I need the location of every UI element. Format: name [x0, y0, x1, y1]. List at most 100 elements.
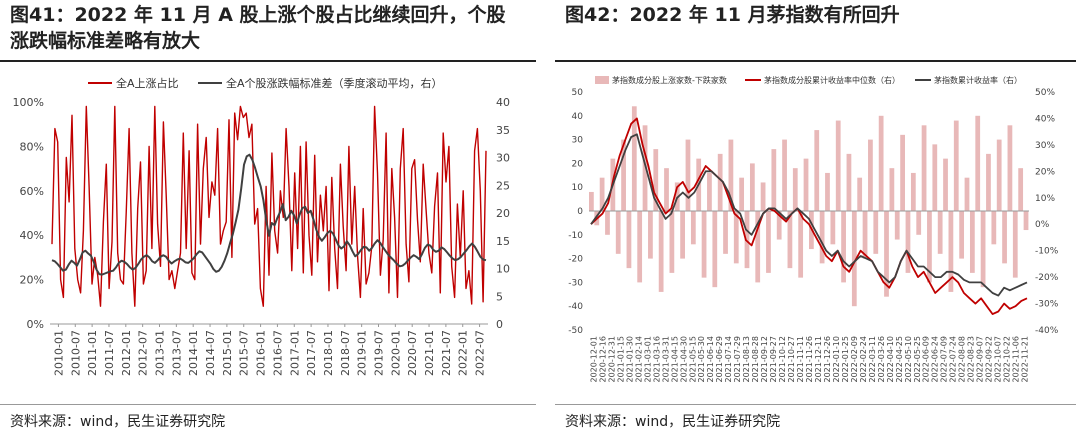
- chart-right: 2020-12-01 2020-12-16 2020-12-31 2021-01-15…: [568, 75, 1059, 383]
- x-tick-label: 2021-08-13: [742, 336, 751, 383]
- x-tick-label: 2022-04-10: [886, 336, 895, 383]
- x-tick-label: 2021-03-16: [652, 336, 661, 383]
- x-tick-label: 2021-04-30: [679, 336, 688, 383]
- x-tick-label: 2022-02-24: [859, 336, 868, 383]
- x-tick-label: 2020-12-31: [607, 336, 616, 383]
- x-tick-label: 2022-10-07: [994, 336, 1003, 383]
- series-bar: [916, 211, 922, 235]
- legend-label: 茅指数成分股累计收益率中位数（右）: [764, 75, 900, 85]
- y-right-tick-label: 20%: [1035, 167, 1055, 177]
- legend-label: 茅指数累计收益率（右）: [934, 75, 1022, 85]
- series-bar: [878, 115, 884, 211]
- y-left-tick-label: 80%: [20, 140, 44, 153]
- series-bar: [766, 211, 771, 273]
- x-tick-label: 2021-08-28: [751, 336, 760, 383]
- series-bar: [969, 211, 975, 273]
- x-tick-label: 2022-01-25: [841, 336, 850, 383]
- x-tick-label: 2022-03-11: [868, 336, 877, 383]
- y-right-tick-label: 5: [496, 290, 503, 303]
- x-tick-label: 2022-09-22: [985, 336, 994, 383]
- series-bar: [841, 211, 846, 283]
- y-left-tick-label: 0: [577, 207, 583, 217]
- series-bar: [615, 211, 621, 254]
- x-tick-label: 2022-07: [474, 330, 487, 376]
- x-tick-label: 2020-01: [389, 330, 402, 376]
- series-bar: [792, 168, 798, 211]
- y-right-tick-label: -10%: [1035, 247, 1059, 257]
- y-right-tick-label: 15: [496, 235, 510, 248]
- series-bar: [798, 211, 804, 278]
- x-tick-label: 2021-06-29: [715, 336, 724, 383]
- x-tick-label: 2022-10-22: [1003, 336, 1012, 383]
- series-bar: [728, 139, 734, 211]
- title-rule: [555, 60, 1076, 62]
- y-right-tick-label: 0%: [1035, 220, 1050, 230]
- y-left-tick-label: 30: [572, 136, 584, 146]
- legend-swatch: [595, 76, 609, 84]
- y-left-tick-label: 10: [572, 183, 584, 193]
- legend-label: 全A上涨占比: [116, 76, 179, 90]
- x-tick-label: 2021-01-15: [616, 336, 625, 383]
- y-left-tick-label: 20: [572, 159, 584, 169]
- x-tick-label: 2021-02-14: [634, 336, 643, 383]
- x-tick-label: 2022-08-08: [958, 336, 967, 383]
- series-bar: [835, 120, 841, 211]
- series-bar: [707, 172, 712, 211]
- series-bar: [862, 211, 868, 259]
- series-bar: [1007, 125, 1013, 211]
- x-tick-label: 2017-07: [305, 330, 318, 376]
- series-red-line: [590, 117, 1028, 315]
- y-right-tick-label: 10%: [1035, 194, 1055, 204]
- y-right-tick-label: 0: [496, 318, 503, 331]
- y-right-tick-label: 30: [496, 152, 510, 165]
- x-tick-label: 2021-03-31: [661, 336, 670, 383]
- y-right-tick-label: 25: [496, 179, 510, 192]
- y-right-tick-label: 40%: [1035, 114, 1055, 124]
- x-tick-label: 2015-07: [238, 330, 251, 376]
- series-bar: [605, 211, 610, 235]
- y-left-tick-label: -10: [568, 231, 583, 241]
- series-bar: [803, 158, 809, 211]
- x-tick-label: 2022-01-10: [832, 336, 841, 383]
- x-tick-label: 2014-01: [187, 330, 200, 376]
- y-left-tick-label: 60%: [20, 185, 44, 198]
- x-tick-label: 2011-07: [103, 330, 116, 376]
- x-tick-label: 2021-07-29: [733, 336, 742, 383]
- x-tick-label: 2018-01: [322, 330, 335, 376]
- series-bar: [626, 211, 632, 269]
- series-bar: [680, 211, 685, 259]
- y-left-tick-label: 20%: [20, 274, 44, 287]
- series-bar: [653, 149, 659, 211]
- series-bar: [739, 177, 745, 211]
- series-bar: [664, 168, 669, 211]
- series-bar: [685, 139, 691, 211]
- x-tick-label: 2021-04-15: [670, 336, 679, 383]
- series-bar: [948, 211, 954, 292]
- series-bar: [889, 168, 895, 211]
- x-tick-label: 2016-01: [255, 330, 268, 376]
- series-red-line: [51, 105, 487, 307]
- series-bar: [873, 211, 879, 254]
- series-bar: [690, 211, 696, 245]
- series-bar: [1002, 211, 1007, 264]
- x-tick-label: 2021-07: [440, 330, 453, 376]
- y-right-tick-label: 30%: [1035, 141, 1055, 151]
- series-bar: [884, 211, 889, 297]
- y-left-tick-label: 40: [572, 112, 584, 122]
- source-rule: [0, 404, 536, 405]
- x-tick-label: 2016-07: [271, 330, 284, 376]
- y-right-tick-label: -40%: [1035, 326, 1059, 336]
- x-tick-label: 2021-05-30: [697, 336, 706, 383]
- x-tick-label: 2021-01: [423, 330, 436, 376]
- series-bar: [589, 191, 594, 211]
- chart-left: 2010-01 2010-07 2011-01 2011-07 2012-01 2012-…: [13, 76, 510, 376]
- series-bar: [701, 211, 707, 278]
- x-tick-label: 2021-03-01: [643, 336, 652, 383]
- series-bar: [953, 120, 959, 211]
- y-right-tick-label: -20%: [1035, 273, 1059, 283]
- series-bar: [819, 211, 825, 264]
- x-tick-label: 2010-07: [69, 330, 82, 376]
- x-tick-label: 2022-04-25: [895, 336, 904, 383]
- x-tick-label: 2021-09-27: [769, 336, 778, 383]
- y-left-tick-label: -50: [568, 326, 583, 336]
